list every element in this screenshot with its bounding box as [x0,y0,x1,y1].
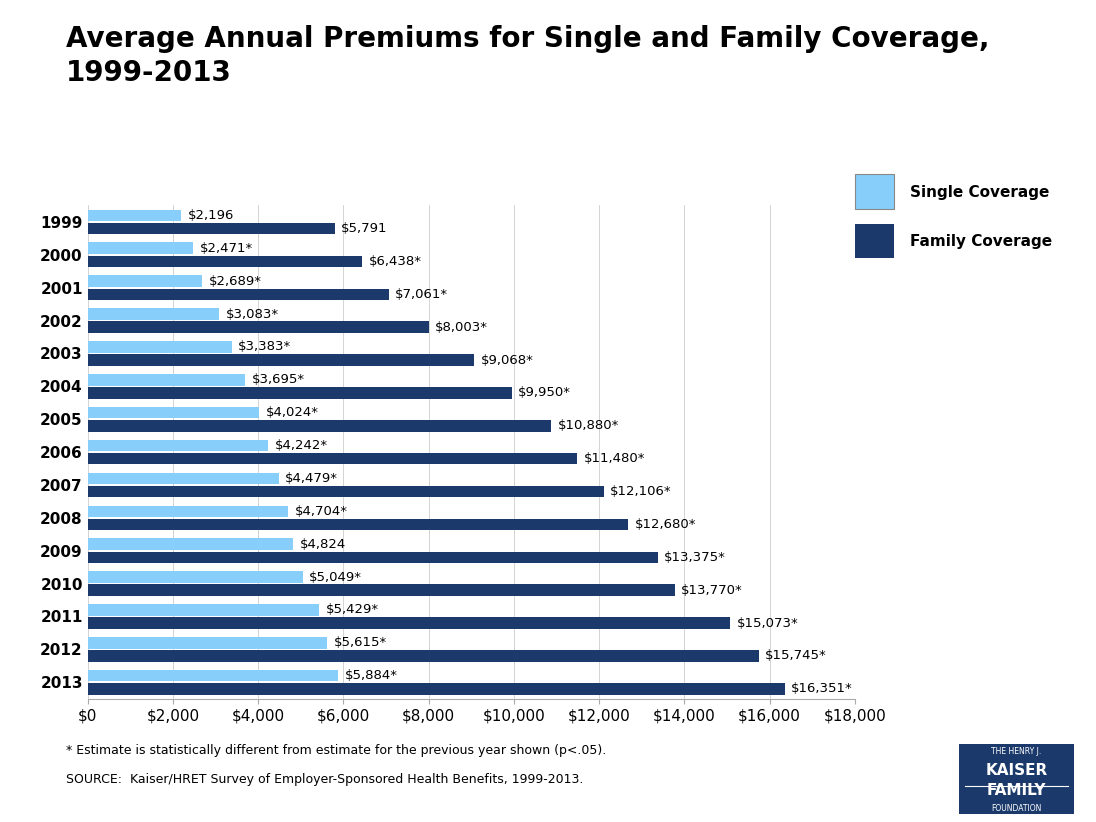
Text: THE HENRY J.: THE HENRY J. [992,747,1041,756]
Text: $3,383*: $3,383* [238,340,292,353]
Text: $9,068*: $9,068* [480,353,534,367]
Bar [88,571,302,583]
Text: $3,695*: $3,695* [252,373,305,386]
Text: $2,196: $2,196 [187,209,235,222]
Text: $10,880*: $10,880* [558,419,619,432]
Bar [88,670,339,681]
Text: $7,061*: $7,061* [395,288,448,301]
Text: Family Coverage: Family Coverage [910,233,1052,249]
Bar [88,321,429,333]
Text: * Estimate is statistically different from estimate for the previous year shown : * Estimate is statistically different fr… [66,744,606,757]
Text: $11,480*: $11,480* [583,452,644,465]
Bar [88,584,674,596]
Text: Single Coverage: Single Coverage [910,184,1049,200]
Text: FOUNDATION: FOUNDATION [992,804,1041,813]
Bar [88,242,193,254]
Bar [88,420,551,432]
Bar [88,486,604,497]
Text: $6,438*: $6,438* [368,255,422,268]
FancyBboxPatch shape [855,224,894,258]
Bar [88,275,203,287]
Text: FAMILY: FAMILY [986,783,1047,798]
Text: $3,083*: $3,083* [226,307,278,321]
Bar [88,473,278,484]
Text: $5,615*: $5,615* [333,636,387,649]
Bar [88,308,219,320]
Text: $4,704*: $4,704* [295,505,347,518]
Text: $4,242*: $4,242* [275,439,328,452]
Bar [88,637,327,649]
Bar [88,440,269,451]
Text: $2,689*: $2,689* [208,275,262,288]
Text: $4,824: $4,824 [299,538,346,551]
Bar [88,683,785,695]
Text: $5,884*: $5,884* [345,669,398,682]
Bar [88,506,288,517]
Text: $4,479*: $4,479* [285,472,338,485]
Text: KAISER: KAISER [985,764,1048,778]
Bar [88,256,362,267]
Text: $13,770*: $13,770* [681,584,743,597]
Text: $5,429*: $5,429* [326,603,378,616]
Text: Average Annual Premiums for Single and Family Coverage,
1999-2013: Average Annual Premiums for Single and F… [66,25,990,87]
Text: $13,375*: $13,375* [664,551,726,564]
Bar [88,604,319,616]
Text: $2,471*: $2,471* [199,242,253,255]
Text: $9,950*: $9,950* [518,386,571,399]
Text: SOURCE:  Kaiser/HRET Survey of Employer-Sponsored Health Benefits, 1999-2013.: SOURCE: Kaiser/HRET Survey of Employer-S… [66,773,583,786]
Text: $5,791: $5,791 [341,222,387,235]
Bar [88,407,259,418]
Text: $5,049*: $5,049* [309,570,363,584]
Bar [88,453,576,464]
Bar [88,374,246,386]
Bar [88,210,181,221]
Bar [88,519,628,530]
Text: $15,073*: $15,073* [737,616,798,630]
Bar [88,223,334,234]
Text: $12,106*: $12,106* [610,485,672,498]
Bar [88,354,475,366]
Bar [88,538,294,550]
Bar [88,289,389,300]
Text: $16,351*: $16,351* [791,682,853,695]
Bar [88,341,232,353]
Bar [88,387,512,399]
Text: $8,003*: $8,003* [435,321,488,334]
Bar [88,617,730,629]
Text: $12,680*: $12,680* [635,518,696,531]
Text: $4,024*: $4,024* [265,406,319,419]
FancyBboxPatch shape [855,174,894,209]
Bar [88,650,758,662]
Bar [88,552,658,563]
Text: $15,745*: $15,745* [765,649,826,663]
